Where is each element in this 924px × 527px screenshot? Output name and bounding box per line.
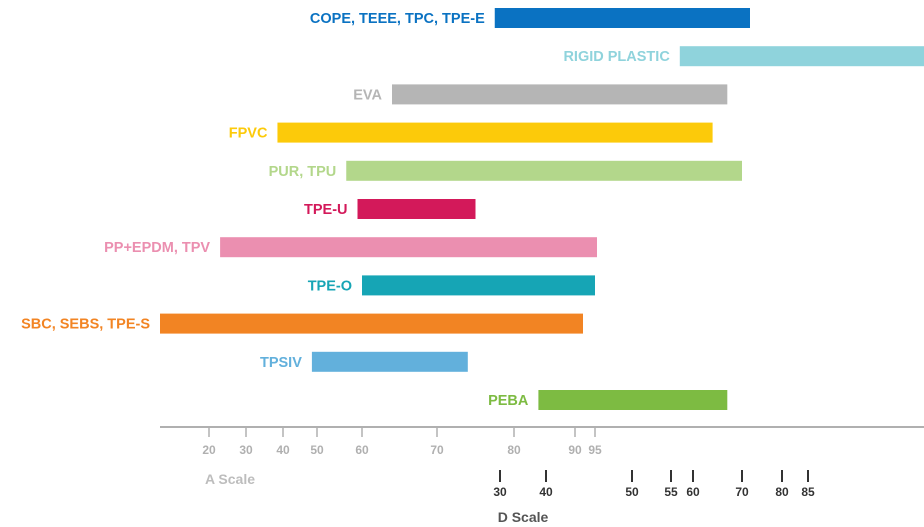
range-bar [160, 313, 583, 334]
a-scale-tick-label: 50 [310, 443, 324, 457]
a-scale-tick-label: 60 [355, 443, 369, 457]
range-bar [311, 351, 468, 372]
bar-label: PUR, TPU [269, 164, 337, 180]
a-scale-tick-label: 70 [430, 443, 444, 457]
bar-label: TPE-U [304, 202, 348, 218]
bar-label: PP+EPDM, TPV [104, 240, 210, 256]
d-scale-tick-label: 50 [625, 485, 639, 499]
d-scale-tick-label: 85 [801, 485, 815, 499]
bar-label: SBC, SEBS, TPE-S [21, 317, 150, 333]
range-bar [346, 160, 742, 181]
a-scale-title: A Scale [205, 471, 255, 487]
d-scale-tick-label: 55 [664, 485, 678, 499]
d-scale-tick-label: 40 [539, 485, 553, 499]
range-bar [494, 8, 750, 28]
a-scale-tick-label: 95 [588, 443, 602, 457]
range-bar [277, 122, 713, 143]
range-bar [679, 46, 924, 67]
bar-label: TPE-O [308, 278, 352, 294]
a-scale-tick-label: 90 [568, 443, 582, 457]
a-scale-tick-label: 20 [202, 443, 216, 457]
bar-label: EVA [353, 87, 382, 103]
range-bar [538, 390, 728, 410]
range-bar [362, 275, 595, 296]
a-scale-tick-label: 30 [239, 443, 253, 457]
a-scale-tick-label: 40 [276, 443, 290, 457]
d-scale-tick-label: 30 [493, 485, 507, 499]
bar-label: FPVC [229, 126, 268, 142]
range-bar [357, 199, 476, 219]
range-bar [220, 237, 597, 258]
d-scale-tick-label: 70 [735, 485, 749, 499]
a-scale-tick-label: 80 [507, 443, 521, 457]
d-scale-tick-label: 60 [686, 485, 700, 499]
range-bar [392, 84, 728, 105]
bar-label: COPE, TEEE, TPC, TPE-E [310, 11, 485, 27]
bar-label: TPSIV [260, 355, 302, 371]
bar-label: PEBA [488, 393, 529, 409]
d-scale-tick-label: 80 [775, 485, 789, 499]
bar-label: RIGID PLASTIC [563, 49, 670, 65]
d-scale-title: D Scale [498, 509, 549, 525]
